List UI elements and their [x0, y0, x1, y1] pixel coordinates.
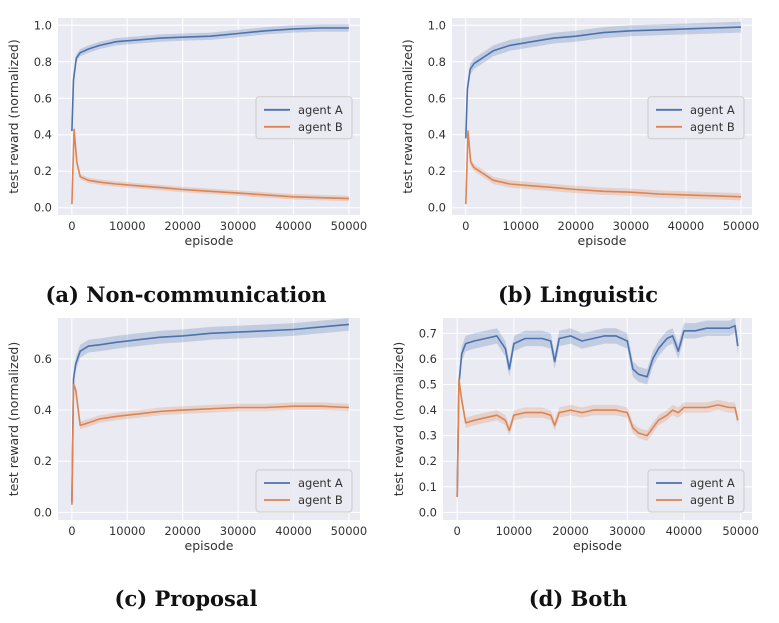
series-line-0 — [456, 324, 739, 498]
x-tick-label: 20000 — [552, 524, 589, 538]
y-tick-label: 0.4 — [34, 403, 52, 417]
series-line-1 — [465, 130, 742, 205]
x-axis-label: episode — [573, 538, 622, 553]
y-tick-label: 0.8 — [34, 55, 52, 69]
x-axis-label: episode — [185, 538, 234, 553]
x-tick-label: 20000 — [164, 219, 201, 233]
series-band-1 — [465, 127, 741, 208]
y-axis-label: test reward (normalized) — [400, 39, 415, 193]
x-tick-label: 50000 — [722, 524, 759, 538]
caption-b: (b) Linguistic — [497, 282, 659, 307]
caption-c: (c) Proposal — [114, 586, 258, 611]
legend-entry: agent B — [298, 120, 343, 134]
legend: agent A agent B — [647, 96, 745, 140]
y-tick-label: 0.4 — [428, 128, 446, 142]
y-tick-label: 0.0 — [34, 505, 52, 519]
legend: agent A agent B — [255, 96, 353, 140]
y-tick-label: 0.6 — [34, 91, 52, 105]
series-line-0 — [465, 26, 742, 139]
y-tick-label: 0.4 — [419, 403, 437, 417]
x-tick-label: 50000 — [723, 219, 760, 233]
x-tick-label: 40000 — [666, 524, 703, 538]
y-axis-label: test reward (normalized) — [391, 342, 406, 496]
y-tick-label: 1.0 — [428, 18, 446, 32]
caption-d: (d) Both — [528, 586, 628, 611]
x-tick-label: 30000 — [220, 524, 257, 538]
series-line-1 — [456, 378, 739, 498]
legend-entry: agent B — [298, 493, 343, 507]
chart-panel-c: 0 10000 20000 30000 40000 50000 0.0 0.2 0.4 0.6 ep… — [0, 318, 390, 578]
legend-entry: agent A — [298, 476, 343, 490]
y-tick-label: 0.7 — [419, 326, 437, 340]
series-line-0 — [71, 323, 349, 503]
x-axis-label: episode — [185, 233, 234, 248]
x-tick-label: 50000 — [331, 524, 368, 538]
y-tick-label: 0.1 — [419, 480, 437, 494]
y-tick-label: 0.2 — [419, 454, 437, 468]
y-tick-label: 0.0 — [428, 201, 446, 215]
x-tick-label: 10000 — [496, 524, 533, 538]
chart-svg: 0 10000 20000 30000 40000 50000 0.0 0.1 0.2 0.3 0.… — [391, 318, 759, 553]
legend-entry: agent B — [690, 493, 735, 507]
x-tick-label: 40000 — [668, 219, 705, 233]
y-tick-label: 0.0 — [419, 505, 437, 519]
x-tick-label: 20000 — [558, 219, 595, 233]
y-tick-label: 0.2 — [428, 164, 446, 178]
legend: agent A agent B — [647, 469, 745, 513]
legend-box — [647, 96, 745, 140]
y-tick-label: 1.0 — [34, 18, 52, 32]
x-tick-label: 10000 — [109, 524, 146, 538]
y-tick-label: 0.6 — [34, 352, 52, 366]
caption-a: (a) Non-communication — [45, 282, 327, 307]
x-tick-label: 30000 — [609, 524, 646, 538]
legend-box — [255, 469, 353, 513]
legend-box — [255, 96, 353, 140]
y-tick-label: 0.0 — [34, 201, 52, 215]
series-line-0 — [71, 27, 349, 132]
x-tick-label: 40000 — [275, 219, 312, 233]
x-tick-label: 0 — [454, 524, 461, 538]
x-tick-label: 50000 — [331, 219, 368, 233]
x-tick-label: 30000 — [220, 219, 257, 233]
x-tick-label: 20000 — [164, 524, 201, 538]
y-tick-label: 0.3 — [419, 429, 437, 443]
series-band-0 — [457, 318, 738, 505]
x-tick-label: 0 — [68, 524, 75, 538]
y-tick-label: 0.5 — [419, 377, 437, 391]
legend-entry: agent A — [298, 103, 343, 117]
y-tick-label: 0.8 — [428, 55, 446, 69]
y-axis-label: test reward (normalized) — [6, 39, 21, 193]
x-tick-label: 0 — [68, 219, 75, 233]
legend: agent A agent B — [255, 469, 353, 513]
series-band-1 — [71, 380, 349, 509]
chart-panel-d: 0 10000 20000 30000 40000 50000 0.0 0.1 0.2 0.3 0.… — [391, 318, 779, 578]
chart-svg: 0 10000 20000 30000 40000 50000 0.0 0.2 0.4 0.6 ep… — [6, 318, 368, 553]
series-line-1 — [71, 128, 349, 205]
series-line-1 — [71, 383, 349, 505]
x-tick-label: 40000 — [275, 524, 312, 538]
y-tick-label: 0.6 — [419, 352, 437, 366]
legend-entry: agent A — [690, 476, 735, 490]
y-tick-label: 0.6 — [428, 91, 446, 105]
x-tick-label: 10000 — [109, 219, 146, 233]
y-tick-label: 0.2 — [34, 454, 52, 468]
legend-entry: agent B — [690, 120, 735, 134]
y-axis-label: test reward (normalized) — [6, 342, 21, 496]
x-tick-label: 10000 — [503, 219, 540, 233]
x-tick-label: 30000 — [613, 219, 650, 233]
legend-box — [647, 469, 745, 513]
chart-panel-b: 0 10000 20000 30000 40000 50000 0.0 0.2 0.4 0.6 0.… — [392, 0, 779, 262]
x-tick-label: 0 — [462, 219, 469, 233]
chart-svg: 0 10000 20000 30000 40000 50000 0.0 0.2 0.4 0.6 0.… — [400, 18, 760, 248]
y-tick-label: 0.2 — [34, 164, 52, 178]
chart-svg: 0 10000 20000 30000 40000 50000 0.0 0.2 0.4 0.6 0.… — [6, 18, 368, 248]
chart-panel-a: 0 10000 20000 30000 40000 50000 0.0 0.2 0.4 0.6 0.… — [0, 0, 390, 262]
legend-entry: agent A — [690, 103, 735, 117]
y-tick-label: 0.4 — [34, 128, 52, 142]
x-axis-label: episode — [578, 233, 627, 248]
